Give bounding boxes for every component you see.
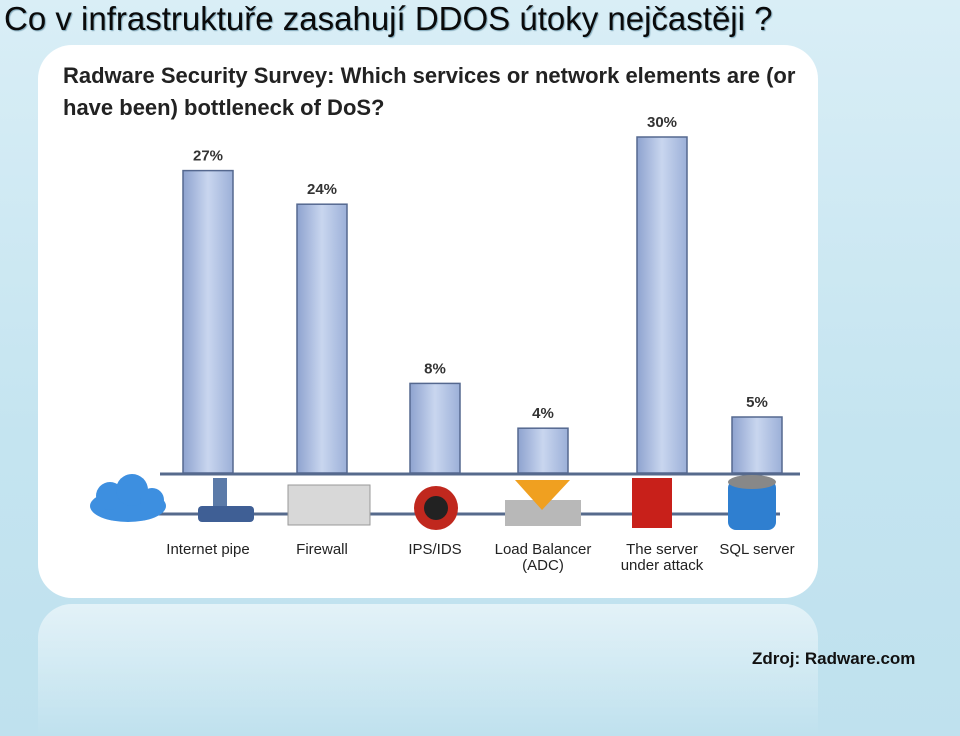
pipe-icon <box>198 478 254 522</box>
server-icon <box>632 478 672 528</box>
bar <box>409 382 461 474</box>
sql-icon <box>728 475 776 530</box>
value-label: 8% <box>424 360 446 377</box>
firewall-icon <box>287 484 371 526</box>
category-label: IPS/IDS <box>408 541 462 558</box>
category-label: Load Balancer (ADC) <box>494 541 592 574</box>
adc-icon <box>505 480 581 526</box>
slide-title: Co v infrastruktuře zasahují DDOS útoky … <box>4 0 773 37</box>
value-label: 27% <box>193 148 223 165</box>
bar <box>182 169 234 474</box>
value-label: 24% <box>307 181 337 198</box>
bar <box>731 416 783 474</box>
reflection <box>38 604 818 736</box>
bar <box>636 136 688 474</box>
chart-title: Radware Security Survey: Which services … <box>63 63 796 120</box>
value-label: 30% <box>647 114 677 131</box>
bar <box>296 203 348 474</box>
category-label: Firewall <box>296 541 348 558</box>
category-label: SQL server <box>719 541 795 558</box>
value-label: 4% <box>532 405 554 422</box>
value-label: 5% <box>746 394 768 411</box>
ips-icon <box>414 486 458 530</box>
category-label: Internet pipe <box>166 541 250 558</box>
cloud-icon <box>90 474 166 522</box>
bar <box>517 427 569 474</box>
source-note: Zdroj: Radware.com <box>752 649 916 668</box>
category-label: The server under attack <box>620 541 704 574</box>
